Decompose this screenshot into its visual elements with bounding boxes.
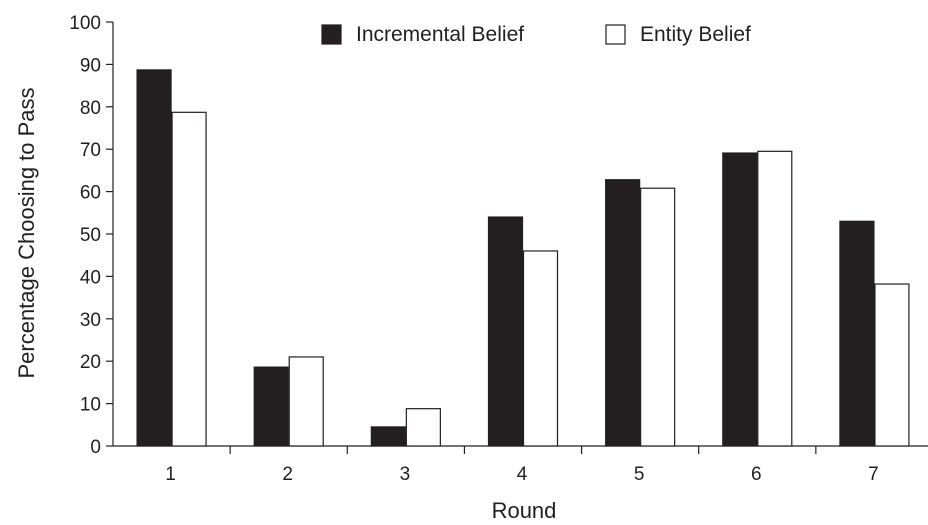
y-tick-label: 70 [80, 140, 101, 161]
x-tick-label: 7 [868, 464, 879, 485]
bar-incremental-round-3 [370, 426, 406, 447]
y-tick-label: 50 [80, 225, 101, 246]
axes: 0 10 20 30 40 50 60 70 80 90 100 1 2 3 4 5 6 7 [69, 13, 928, 485]
bar-entity-round-7 [874, 283, 910, 447]
bars [136, 69, 910, 447]
bar-entity-round-1 [171, 111, 207, 447]
legend-label: Entity Belief [640, 23, 751, 46]
bar-entity-round-6 [757, 150, 793, 447]
x-tick-label: 4 [517, 464, 528, 485]
y-tick-label: 40 [80, 267, 101, 288]
bar-entity-round-3 [405, 408, 441, 447]
bar-incremental-round-7 [839, 220, 875, 447]
bar-incremental-round-4 [487, 216, 524, 447]
bar-incremental-round-1 [136, 69, 172, 447]
bar-entity-round-2 [288, 356, 324, 447]
bar-incremental-round-2 [253, 366, 289, 447]
y-tick-label: 10 [80, 395, 101, 416]
y-tick-label: 100 [69, 13, 101, 34]
bar-incremental-round-5 [605, 179, 641, 447]
legend: Incremental Belief Entity Belief [321, 23, 751, 46]
legend-swatch [321, 24, 342, 45]
bar-entity-round-5 [640, 187, 676, 447]
x-tick-label: 6 [751, 464, 762, 485]
y-tick-label: 90 [80, 55, 101, 76]
bar-incremental-round-6 [722, 152, 758, 447]
legend-swatch [605, 24, 626, 45]
y-tick-label: 60 [80, 183, 101, 204]
x-tick-label: 3 [400, 464, 411, 485]
y-tick-label: 30 [80, 310, 101, 331]
y-tick-label: 80 [80, 98, 101, 119]
y-axis-title: Percentage Choosing to Pass [14, 87, 39, 378]
y-tick-label: 0 [90, 437, 101, 458]
legend-label: Incremental Belief [356, 23, 524, 46]
x-tick-label: 2 [282, 464, 293, 485]
x-tick-label: 1 [165, 464, 176, 485]
y-tick-label: 20 [80, 352, 101, 373]
x-tick-label: 5 [634, 464, 645, 485]
x-axis-title: Round [492, 498, 557, 523]
bar-entity-round-4 [522, 250, 559, 447]
